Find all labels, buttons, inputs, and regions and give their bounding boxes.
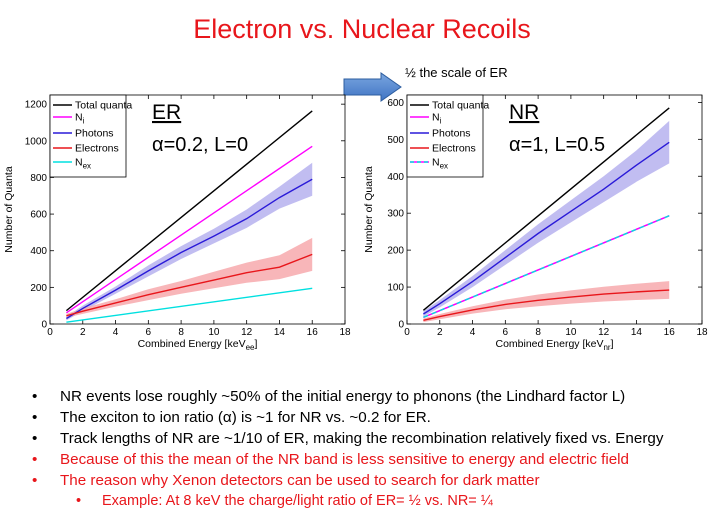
x-tick-label: 6 [146,327,152,338]
bullet-list: NR events lose roughly ~50% of the initi… [30,386,724,512]
x-tick-label: 0 [404,327,410,338]
y-tick-label: 600 [30,210,47,221]
x-tick-label: 4 [470,327,476,338]
y-tick-label: 300 [387,209,404,220]
y-axis-label: Number of Quanta [363,166,375,253]
series-line-total-quanta [65,110,313,312]
x-tick-label: 12 [598,327,610,338]
legend-label: Photons [432,128,471,140]
legend-box [406,94,484,178]
bullet-item: Track lengths of NR are ~1/10 of ER, mak… [30,428,724,449]
x-axis-label: Combined Energy [keVnr] [495,338,613,352]
y-tick-label: 1000 [25,136,48,147]
bullet-item: The reason why Xenon detectors can be us… [30,470,724,491]
x-tick-label: 8 [178,327,184,338]
x-tick-label: 6 [503,327,509,338]
y-tick-label: 1200 [25,100,48,111]
nr-chart: 0 2 4 6 8 10 12 14 16 18 0 100 200 300 400 500 600 Combin… [363,94,708,352]
legend-label: Nex [75,157,91,171]
legend-label: Electrons [432,143,476,155]
series-line-photons [66,178,313,320]
sub-bullet-item: Example: At 8 keV the charge/light ratio… [30,491,724,512]
x-tick-label: 16 [664,327,676,338]
series-line-electrons [423,289,670,321]
x-tick-label: 18 [696,327,708,338]
chart-params: α=0.2, L=0 [152,134,248,156]
y-tick-label: 400 [387,172,404,183]
x-tick-label: 12 [241,327,253,338]
legend-label: Electrons [75,143,119,155]
series-line-ni [65,145,313,314]
legend-label: Total quanta [432,100,489,112]
x-tick-label: 18 [339,327,351,338]
y-tick-label: 100 [387,283,404,294]
x-axis-label: Combined Energy [keVee] [138,338,258,352]
chart-label: ER [152,101,181,124]
y-tick-label: 200 [30,283,47,294]
band-electrons [423,281,670,323]
y-tick-label: 800 [30,173,47,184]
x-tick-label: 16 [307,327,319,338]
x-tick-label: 8 [535,327,541,338]
y-tick-label: 400 [30,246,47,257]
y-tick-label: 600 [387,98,404,109]
x-tick-label: 2 [437,327,443,338]
band-photons [66,162,313,321]
y-tick-label: 500 [387,135,404,146]
series-line-photons [423,141,670,315]
legend-label: Photons [75,128,114,140]
series-line-total-quanta [422,107,670,311]
legend-box [49,94,127,178]
x-tick-label: 14 [274,327,286,338]
scale-note: ½ the scale of ER [405,65,508,80]
bullet-item: NR events lose roughly ~50% of the initi… [30,386,724,407]
x-tick-label: 10 [565,327,577,338]
chart-label: NR [509,101,539,124]
series-line-nex-base [423,215,670,318]
right-arrow-icon [343,72,403,107]
x-tick-label: 10 [208,327,220,338]
y-tick-label: 0 [41,320,47,331]
band-electrons [66,237,313,318]
band-photons [423,120,670,317]
y-tick-label: 200 [387,246,404,257]
x-tick-label: 4 [113,327,119,338]
legend-label: Total quanta [75,100,132,112]
bullet-item: The exciton to ion ratio (α) is ~1 for N… [30,407,724,428]
x-tick-label: 2 [80,327,86,338]
legend-label: Ni [75,112,85,126]
slide-title: Electron vs. Nuclear Recoils [193,14,531,44]
chart-params: α=1, L=0.5 [509,134,605,156]
er-chart: 0 2 4 6 8 10 12 14 16 18 0 200 400 600 800 1000 1200 Comb… [3,94,351,352]
x-tick-label: 14 [631,327,643,338]
y-axis-label: Number of Quanta [3,166,15,253]
series-line-nex [66,287,313,323]
y-tick-label: 0 [398,320,404,331]
bullet-item: Because of this the mean of the NR band … [30,449,724,470]
series-line-electrons [66,253,313,317]
legend-label: Nex [432,157,448,171]
legend-label: Ni [432,112,442,126]
x-tick-label: 0 [47,327,53,338]
